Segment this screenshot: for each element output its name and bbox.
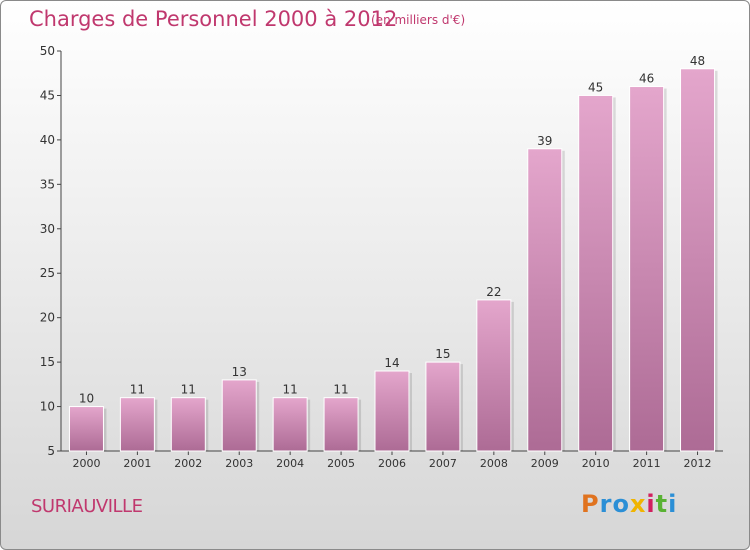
- logo-letter: i: [646, 490, 656, 518]
- x-tick-label: 2000: [72, 457, 100, 470]
- bar-value-label: 48: [690, 54, 705, 68]
- y-tick-label: 25: [40, 266, 55, 280]
- x-tick-label: 2009: [531, 457, 559, 470]
- bar: [680, 68, 716, 452]
- y-tick-label: 5: [47, 444, 55, 458]
- commune-name: SURIAUVILLE: [31, 496, 143, 517]
- bar: [170, 397, 206, 452]
- logo-letter: P: [581, 490, 600, 518]
- bar-value-label: 39: [537, 134, 552, 148]
- x-tick-label: 2010: [582, 457, 610, 470]
- bar-value-label: 13: [232, 365, 247, 379]
- bar: [272, 397, 308, 452]
- bar: [68, 406, 104, 452]
- x-tick-label: 2011: [633, 457, 661, 470]
- bar-value-label: 14: [384, 356, 399, 370]
- bar: [425, 361, 461, 452]
- bar: [578, 94, 614, 452]
- y-tick-label: 50: [40, 44, 55, 58]
- x-tick-label: 2001: [123, 457, 151, 470]
- bar-value-label: 10: [79, 392, 94, 406]
- x-tick-label: 2008: [480, 457, 508, 470]
- bar-value-label: 11: [283, 383, 298, 397]
- bar-value-label: 11: [130, 383, 145, 397]
- bar-value-label: 15: [435, 347, 450, 361]
- bar: [527, 148, 563, 452]
- logo-letter: r: [599, 490, 613, 518]
- bar: [629, 86, 665, 452]
- y-tick-label: 15: [40, 355, 55, 369]
- x-tick-label: 2002: [174, 457, 202, 470]
- y-tick-label: 35: [40, 177, 55, 191]
- x-tick-label: 2012: [684, 457, 712, 470]
- x-tick-label: 2007: [429, 457, 457, 470]
- x-tick-label: 2003: [225, 457, 253, 470]
- proxiti-logo: Proxiti: [581, 490, 677, 518]
- chart-subtitle: (en milliers d'€): [371, 13, 466, 27]
- x-tick-label: 2004: [276, 457, 304, 470]
- logo-letter: i: [668, 490, 678, 518]
- bar: [323, 397, 359, 452]
- x-tick-label: 2005: [327, 457, 355, 470]
- y-tick-label: 45: [40, 88, 55, 102]
- y-tick-label: 20: [40, 311, 55, 325]
- bar: [221, 379, 257, 452]
- y-tick-label: 40: [40, 133, 55, 147]
- bar-value-label: 11: [333, 383, 348, 397]
- y-tick-label: 10: [40, 400, 55, 414]
- bar-value-label: 46: [639, 72, 654, 86]
- bar-value-label: 22: [486, 285, 501, 299]
- logo-letter: x: [629, 490, 647, 518]
- bar-value-label: 45: [588, 80, 603, 94]
- y-tick-label: 30: [40, 222, 55, 236]
- x-tick-label: 2006: [378, 457, 406, 470]
- bar: [476, 299, 512, 452]
- logo-letter: o: [612, 490, 630, 518]
- bar: [119, 397, 155, 452]
- logo-letter: t: [655, 490, 669, 518]
- bar: [374, 370, 410, 452]
- bar-value-label: 11: [181, 383, 196, 397]
- chart-title: Charges de Personnel 2000 à 2012: [29, 7, 398, 31]
